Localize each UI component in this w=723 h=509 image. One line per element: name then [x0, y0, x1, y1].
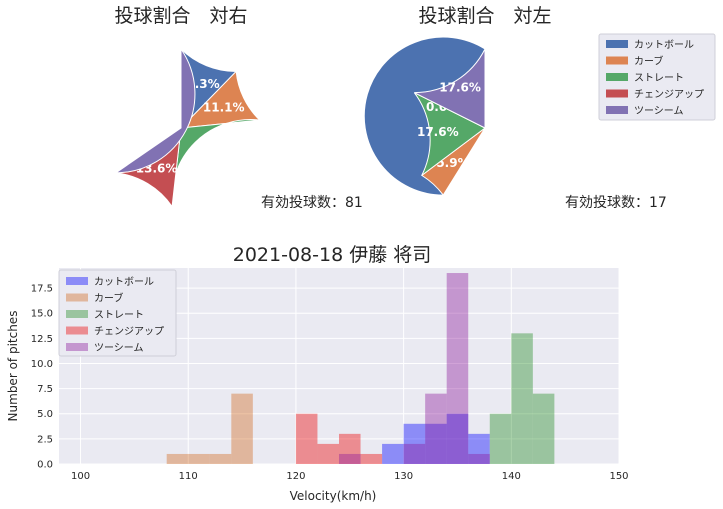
- histogram-bar-2-0: [489, 413, 512, 464]
- pie-legend-swatch-3: [606, 89, 628, 98]
- y-tick-label-1: 2.5: [37, 434, 53, 445]
- histogram-bar-4-1: [403, 443, 426, 464]
- pie-label-1-4: 17.6%: [439, 81, 481, 95]
- histogram-bar-4-4: [468, 453, 490, 464]
- histogram-legend-swatch-0: [66, 277, 88, 285]
- histogram-legend-label-2: ストレート: [94, 310, 144, 321]
- pie-label-0-2: 28.4%: [193, 155, 235, 169]
- pie-right-footnote: 有効投球数：81: [261, 195, 363, 211]
- histogram-bar-0-0: [382, 443, 404, 464]
- y-tick-label-2: 5.0: [37, 409, 53, 420]
- pie-legend-swatch-1: [606, 56, 628, 65]
- histogram-bar-0-1: [403, 423, 426, 464]
- histogram-bar-2-1: [511, 333, 533, 464]
- histogram-bar-0-3: [446, 413, 469, 464]
- histogram-bar-0-4: [468, 433, 490, 464]
- pie-slice-1-4: [414, 48, 486, 129]
- histogram-bar-4-3: [446, 273, 469, 464]
- histogram-legend-label-0: カットボール: [94, 276, 154, 288]
- y-tick-label-4: 10.0: [31, 359, 53, 370]
- histogram-bar-3-2: [339, 433, 361, 464]
- histogram-title: 2021-08-18 伊藤 将司: [233, 244, 432, 266]
- x-tick-label-0: 100: [71, 471, 90, 482]
- histogram-bar-4-0: [339, 453, 361, 464]
- histogram-legend-label-4: ツーシーム: [94, 342, 144, 354]
- pie-chart-vs-left: 58.8%5.9%17.6%0.0%17.6%: [363, 36, 552, 196]
- pie-chart-vs-right: 12.3%11.1%28.4%13.6%34.6%: [114, 47, 261, 208]
- histogram-legend-swatch-2: [66, 310, 88, 318]
- histogram-ylabel: Number of pitches: [6, 311, 20, 422]
- pie-label-0-4: 34.6%: [118, 99, 160, 113]
- histogram-bar-1-1: [188, 453, 210, 464]
- pie-left-title: 投球割合 対左: [418, 5, 551, 27]
- x-tick-label-5: 150: [609, 471, 628, 482]
- pie-legend-swatch-0: [606, 40, 628, 48]
- pie-label-1-0: 58.8%: [510, 134, 552, 148]
- histogram-ticks: 100 110 120 130 140 150 0.0 2.5 5.0 7.5 10.0 12.5 15…: [31, 284, 629, 482]
- histogram-bar-4-2: [425, 393, 447, 464]
- pie-left-footnote: 有効投球数：17: [565, 195, 667, 211]
- histogram-bar-2-2: [532, 393, 555, 464]
- histogram-legend-swatch-3: [66, 326, 88, 335]
- x-tick-label-4: 140: [502, 471, 521, 482]
- histogram-bar-3-1: [317, 443, 339, 464]
- pie-legend-label-1: カーブ: [634, 55, 663, 68]
- pie-slice-0-4: [114, 47, 196, 174]
- pie-legend-label-3: チェンジアップ: [634, 89, 704, 101]
- histogram-bar-3-3: [360, 453, 383, 464]
- y-tick-label-7: 17.5: [31, 284, 53, 295]
- x-tick-label-3: 130: [394, 471, 413, 482]
- pie-label-1-2: 17.6%: [417, 125, 459, 139]
- pie-legend-label-4: ツーシーム: [634, 105, 684, 117]
- pie-legend-label-0: カットボール: [634, 39, 694, 51]
- pie-legend-swatch-2: [606, 73, 628, 81]
- histogram-legend-label-3: チェンジアップ: [94, 326, 164, 338]
- histogram-bar-1-2: [209, 453, 232, 464]
- y-tick-label-5: 12.5: [31, 334, 53, 345]
- pie-slice-1-2: [413, 92, 486, 176]
- histogram-bars: [166, 273, 555, 464]
- pie-legend-label-2: ストレート: [634, 73, 684, 84]
- pie-label-1-1: 5.9%: [436, 156, 469, 170]
- histogram-bar-1-3: [231, 393, 253, 464]
- histogram-bar-0-2: [425, 423, 447, 464]
- x-tick-label-1: 110: [179, 471, 198, 482]
- y-tick-label-3: 7.5: [37, 384, 53, 395]
- histogram-bar-3-0: [295, 413, 318, 464]
- y-tick-label-6: 15.0: [31, 309, 53, 320]
- y-tick-label-0: 0.0: [37, 460, 53, 471]
- x-tick-label-2: 120: [286, 471, 305, 482]
- pie-legend-swatch-4: [606, 106, 628, 114]
- histogram-legend-label-1: カーブ: [94, 292, 123, 305]
- histogram-bar-1-0: [166, 453, 189, 464]
- histogram-legend-swatch-1: [66, 293, 88, 302]
- pie-right-title: 投球割合 対右: [114, 5, 247, 27]
- histogram-legend-swatch-4: [66, 343, 88, 351]
- histogram-xlabel: Velocity(km/h): [290, 489, 377, 503]
- pie-label-0-1: 11.1%: [203, 100, 245, 114]
